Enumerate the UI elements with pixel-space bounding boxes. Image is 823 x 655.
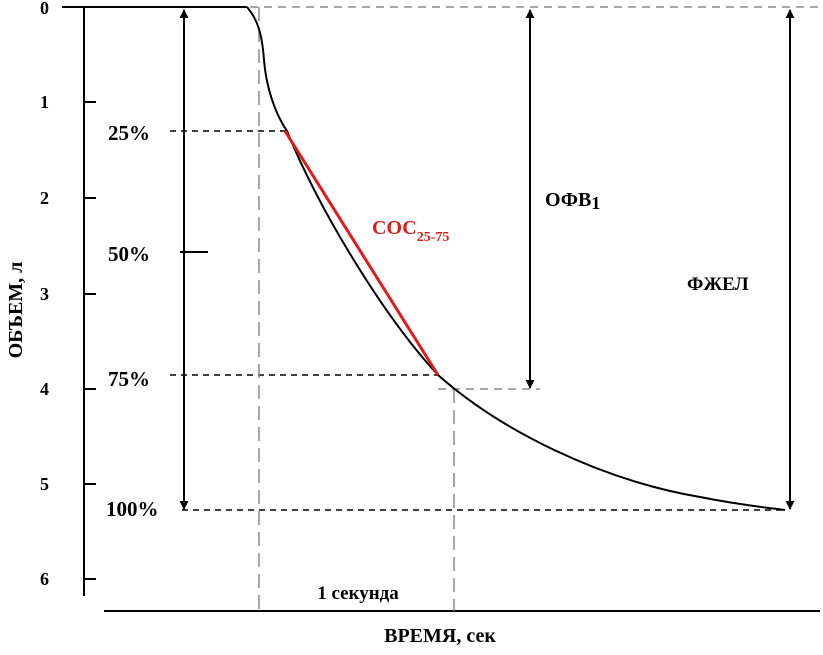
- percent-25: 25%: [108, 121, 150, 145]
- one-second-label: 1 секунда: [317, 583, 399, 604]
- sos-segment: [283, 130, 440, 376]
- y-tick-0: 0: [40, 0, 49, 18]
- y-tick-6: 6: [40, 569, 49, 589]
- y-tick-2: 2: [40, 188, 49, 208]
- dashed-guides: [170, 6, 820, 611]
- fzhel-label: ФЖЕЛ: [687, 274, 749, 295]
- y-tick-5: 5: [40, 474, 49, 494]
- percent-100: 100%: [106, 497, 159, 521]
- percent-75: 75%: [108, 367, 150, 391]
- y-tick-4: 4: [40, 379, 49, 399]
- ofv1-label: ОФВ1: [545, 189, 600, 213]
- y-axis-label: ОБЪЕМ, л: [5, 262, 27, 359]
- y-tick-3: 3: [40, 284, 49, 304]
- exhalation-curve: [246, 6, 786, 511]
- y-tick-marks: [84, 101, 96, 580]
- sos-label: СОС25-75: [372, 217, 449, 245]
- y-tick-1: 1: [40, 92, 49, 112]
- x-axis-label: ВРЕМЯ, сек: [384, 625, 496, 647]
- percent-50: 50%: [108, 242, 150, 266]
